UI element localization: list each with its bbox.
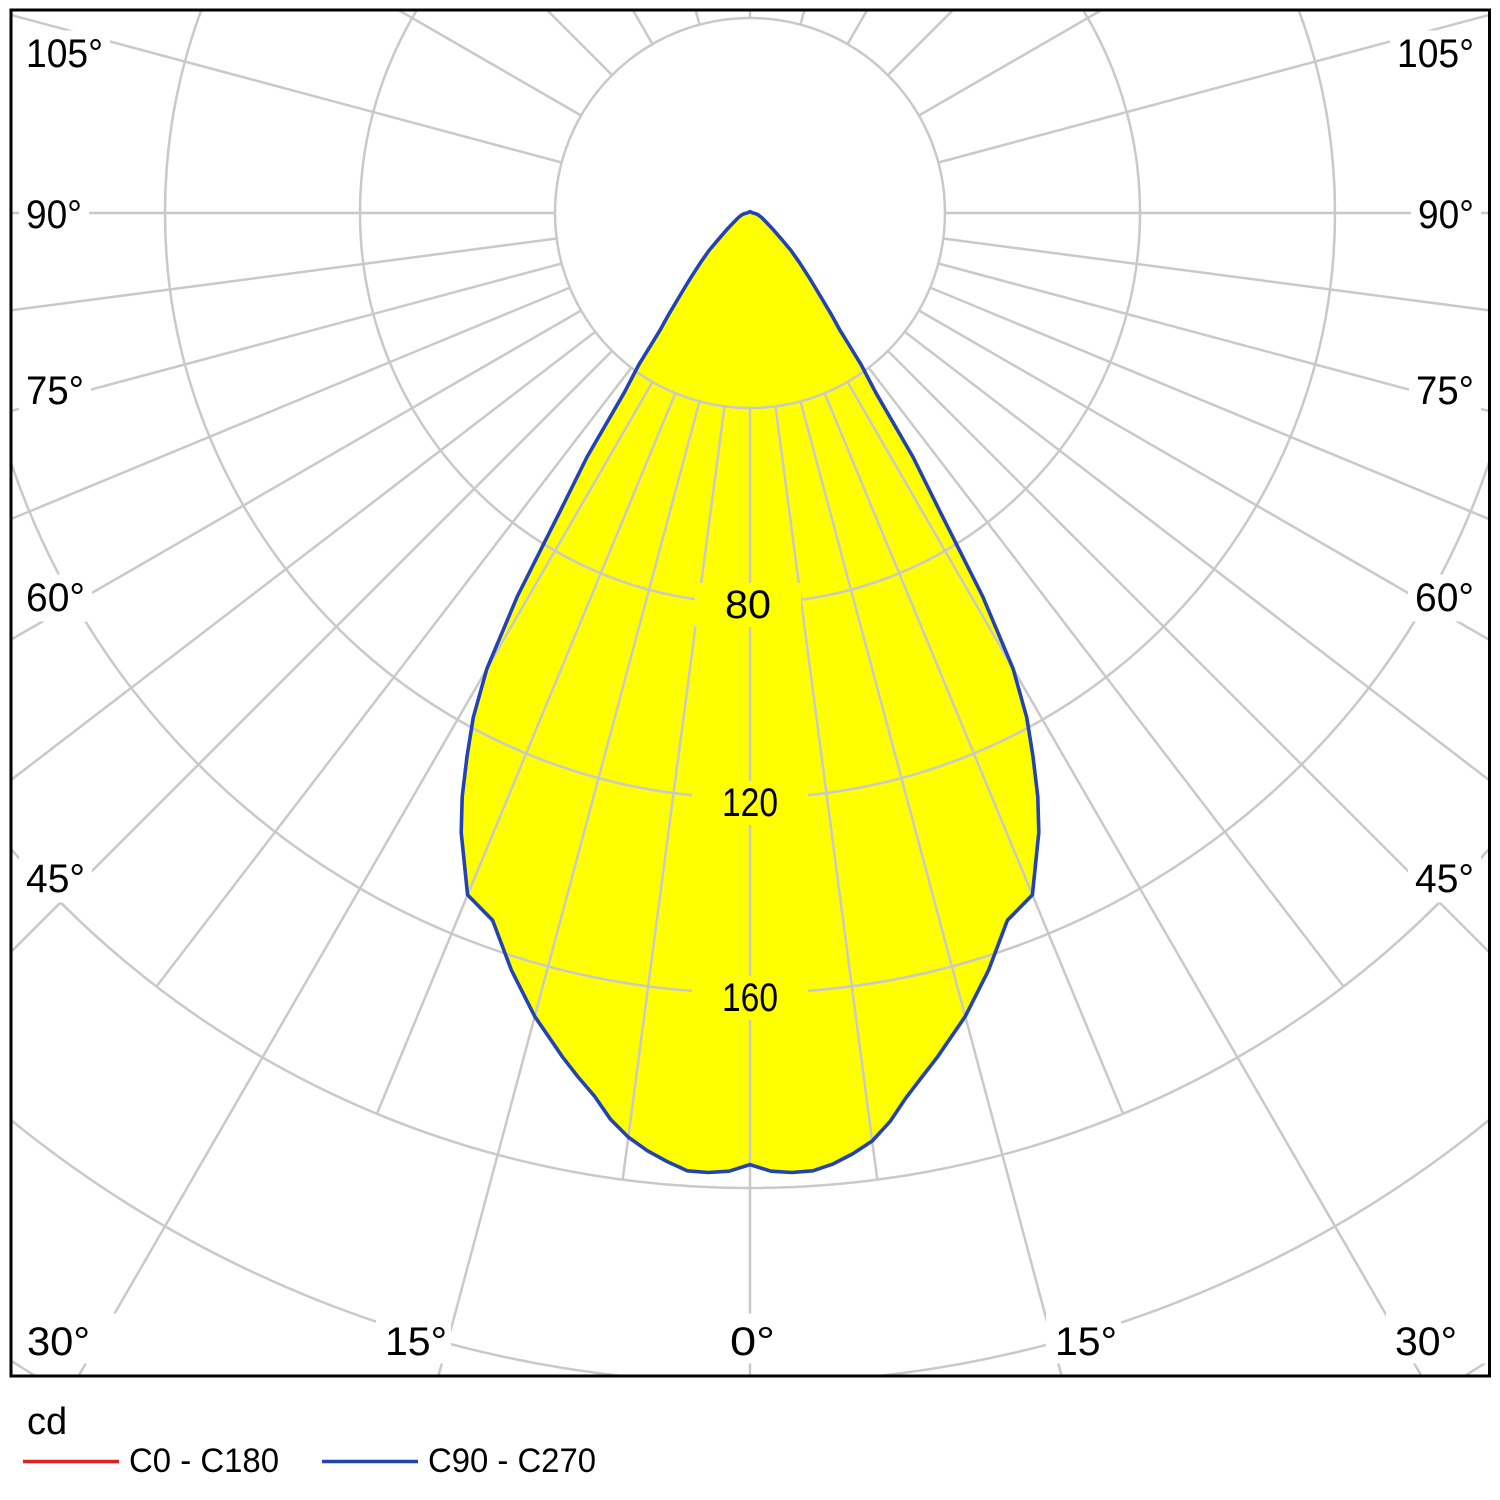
svg-text:C90 - C270: C90 - C270	[428, 1442, 596, 1480]
svg-text:75°: 75°	[26, 369, 84, 413]
svg-text:15°: 15°	[385, 1320, 447, 1364]
svg-text:90°: 90°	[1418, 193, 1474, 237]
svg-text:15°: 15°	[1055, 1320, 1117, 1364]
svg-text:30°: 30°	[27, 1320, 90, 1364]
svg-text:30°: 30°	[1395, 1320, 1457, 1364]
svg-text:105°: 105°	[26, 32, 103, 76]
svg-text:120: 120	[722, 781, 778, 825]
svg-text:C0 - C180: C0 - C180	[129, 1442, 279, 1480]
svg-text:60°: 60°	[1415, 576, 1474, 620]
svg-text:0°: 0°	[730, 1320, 775, 1364]
svg-text:60°: 60°	[26, 576, 85, 620]
svg-text:75°: 75°	[1416, 369, 1474, 413]
svg-text:90°: 90°	[26, 193, 82, 237]
svg-text:cd: cd	[27, 1401, 67, 1443]
svg-text:105°: 105°	[1397, 32, 1474, 76]
svg-text:45°: 45°	[26, 857, 85, 901]
svg-text:160: 160	[722, 976, 778, 1020]
svg-text:80: 80	[725, 583, 771, 627]
svg-text:45°: 45°	[1415, 857, 1474, 901]
